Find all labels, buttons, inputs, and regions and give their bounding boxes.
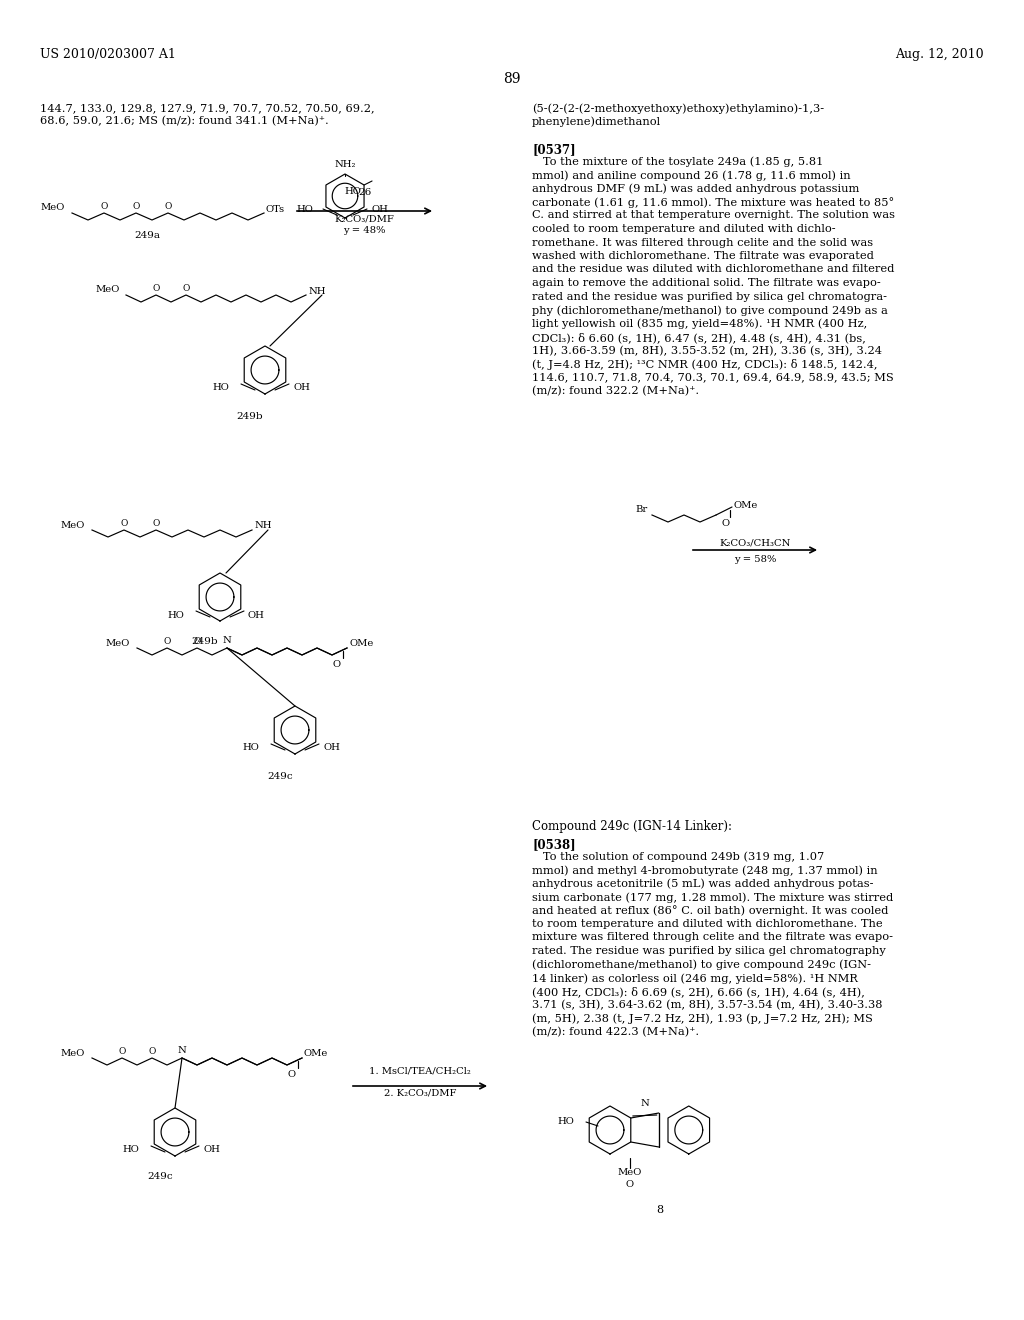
Text: O: O [148, 1047, 156, 1056]
Text: 1. MsCl/TEA/CH₂Cl₂: 1. MsCl/TEA/CH₂Cl₂ [369, 1067, 471, 1076]
Text: and heated at reflux (86° C. oil bath) overnight. It was cooled: and heated at reflux (86° C. oil bath) o… [532, 906, 889, 916]
Text: O: O [153, 284, 160, 293]
Text: 249c: 249c [147, 1172, 173, 1181]
Text: (m, 5H), 2.38 (t, J=7.2 Hz, 2H), 1.93 (p, J=7.2 Hz, 2H); MS: (m, 5H), 2.38 (t, J=7.2 Hz, 2H), 1.93 (p… [532, 1014, 872, 1024]
Text: K₂CO₃/CH₃CN: K₂CO₃/CH₃CN [719, 539, 791, 546]
Text: anhydrous DMF (9 mL) was added anhydrous potassium: anhydrous DMF (9 mL) was added anhydrous… [532, 183, 859, 194]
Text: MeO: MeO [95, 285, 120, 294]
Text: 2. K₂CO₃/DMF: 2. K₂CO₃/DMF [384, 1089, 457, 1098]
Text: MeO: MeO [105, 639, 129, 648]
Text: To the mixture of the tosylate 249a (1.85 g, 5.81: To the mixture of the tosylate 249a (1.8… [532, 157, 823, 168]
Text: 249c: 249c [267, 772, 293, 781]
Text: and the residue was diluted with dichloromethane and filtered: and the residue was diluted with dichlor… [532, 264, 894, 275]
Text: anhydrous acetonitrile (5 mL) was added anhydrous potas-: anhydrous acetonitrile (5 mL) was added … [532, 879, 873, 890]
Text: 249b: 249b [237, 412, 263, 421]
Text: 144.7, 133.0, 129.8, 127.9, 71.9, 70.7, 70.52, 70.50, 69.2,: 144.7, 133.0, 129.8, 127.9, 71.9, 70.7, … [40, 103, 375, 114]
Text: rated. The residue was purified by silica gel chromatography: rated. The residue was purified by silic… [532, 946, 886, 956]
Text: again to remove the additional solid. The filtrate was evapo-: again to remove the additional solid. Th… [532, 279, 881, 288]
Text: to room temperature and diluted with dichloromethane. The: to room temperature and diluted with dic… [532, 919, 883, 929]
Text: K₂CO₃/DMF: K₂CO₃/DMF [335, 214, 394, 223]
Text: 26: 26 [357, 187, 371, 197]
Text: OH: OH [323, 743, 340, 752]
Text: washed with dichloromethane. The filtrate was evaporated: washed with dichloromethane. The filtrat… [532, 251, 873, 261]
Text: MeO: MeO [40, 203, 65, 213]
Text: O: O [120, 519, 128, 528]
Text: carbonate (1.61 g, 11.6 mmol). The mixture was heated to 85°: carbonate (1.61 g, 11.6 mmol). The mixtu… [532, 197, 894, 207]
Text: O: O [163, 638, 171, 645]
Text: cooled to room temperature and diluted with dichlo-: cooled to room temperature and diluted w… [532, 224, 836, 234]
Text: O: O [333, 660, 341, 669]
Text: mixture was filtered through celite and the filtrate was evapo-: mixture was filtered through celite and … [532, 932, 893, 942]
Text: sium carbonate (177 mg, 1.28 mmol). The mixture was stirred: sium carbonate (177 mg, 1.28 mmol). The … [532, 892, 893, 903]
Text: (5-(2-(2-(2-methoxyethoxy)ethoxy)ethylamino)-1,3-: (5-(2-(2-(2-methoxyethoxy)ethoxy)ethylam… [532, 103, 824, 114]
Text: N: N [177, 1045, 186, 1055]
Text: rated and the residue was purified by silica gel chromatogra-: rated and the residue was purified by si… [532, 292, 887, 301]
Text: romethane. It was filtered through celite and the solid was: romethane. It was filtered through celit… [532, 238, 873, 248]
Text: O: O [100, 202, 108, 211]
Text: HO: HO [296, 206, 313, 214]
Text: [0537]: [0537] [532, 143, 575, 156]
Text: CDCl₃): δ 6.60 (s, 1H), 6.47 (s, 2H), 4.48 (s, 4H), 4.31 (bs,: CDCl₃): δ 6.60 (s, 1H), 6.47 (s, 2H), 4.… [532, 333, 866, 343]
Text: y = 58%: y = 58% [734, 554, 776, 564]
Text: Aug. 12, 2010: Aug. 12, 2010 [895, 48, 984, 61]
Text: US 2010/0203007 A1: US 2010/0203007 A1 [40, 48, 176, 61]
Text: Br: Br [635, 506, 647, 515]
Text: 68.6, 59.0, 21.6; MS (m/z): found 341.1 (M+Na)⁺.: 68.6, 59.0, 21.6; MS (m/z): found 341.1 … [40, 116, 329, 127]
Text: MeO: MeO [60, 1048, 84, 1057]
Text: OMe: OMe [349, 639, 374, 648]
Text: 3.71 (s, 3H), 3.64-3.62 (m, 8H), 3.57-3.54 (m, 4H), 3.40-3.38: 3.71 (s, 3H), 3.64-3.62 (m, 8H), 3.57-3.… [532, 1001, 883, 1010]
Text: OTs: OTs [266, 205, 285, 214]
Text: OH: OH [248, 610, 265, 619]
Text: mmol) and methyl 4-bromobutyrate (248 mg, 1.37 mmol) in: mmol) and methyl 4-bromobutyrate (248 mg… [532, 865, 878, 875]
Text: HO: HO [212, 384, 229, 392]
Text: OH: OH [203, 1146, 220, 1155]
Text: HO: HO [122, 1146, 139, 1155]
Text: 249a: 249a [134, 231, 160, 240]
Text: 89: 89 [503, 73, 521, 86]
Text: mmol) and aniline compound 26 (1.78 g, 11.6 mmol) in: mmol) and aniline compound 26 (1.78 g, 1… [532, 170, 851, 181]
Text: O: O [182, 284, 189, 293]
Text: (t, J=4.8 Hz, 2H); ¹³C NMR (400 Hz, CDCl₃): δ 148.5, 142.4,: (t, J=4.8 Hz, 2H); ¹³C NMR (400 Hz, CDCl… [532, 359, 878, 370]
Text: Compound 249c (IGN-14 Linker):: Compound 249c (IGN-14 Linker): [532, 820, 732, 833]
Text: O: O [132, 202, 139, 211]
Text: phenylene)dimethanol: phenylene)dimethanol [532, 116, 662, 127]
Text: light yellowish oil (835 mg, yield=48%). ¹H NMR (400 Hz,: light yellowish oil (835 mg, yield=48%).… [532, 318, 867, 329]
Text: HO: HO [242, 743, 259, 752]
Text: NH: NH [254, 521, 271, 531]
Text: OH: OH [293, 384, 310, 392]
Text: (400 Hz, CDCl₃): δ 6.69 (s, 2H), 6.66 (s, 1H), 4.64 (s, 4H),: (400 Hz, CDCl₃): δ 6.69 (s, 2H), 6.66 (s… [532, 986, 865, 998]
Text: [0538]: [0538] [532, 838, 575, 851]
Text: O: O [164, 202, 172, 211]
Text: To the solution of compound 249b (319 mg, 1.07: To the solution of compound 249b (319 mg… [532, 851, 824, 862]
Text: O: O [288, 1071, 296, 1078]
Text: NH₂: NH₂ [334, 160, 355, 169]
Text: 8: 8 [656, 1205, 664, 1214]
Text: OMe: OMe [304, 1049, 329, 1059]
Text: phy (dichloromethane/methanol) to give compound 249b as a: phy (dichloromethane/methanol) to give c… [532, 305, 888, 315]
Text: y = 48%: y = 48% [343, 226, 386, 235]
Text: (dichloromethane/methanol) to give compound 249c (IGN-: (dichloromethane/methanol) to give compo… [532, 960, 871, 970]
Text: N: N [640, 1098, 649, 1107]
Text: N: N [222, 636, 231, 645]
Text: MeO: MeO [60, 520, 84, 529]
Text: O: O [153, 519, 160, 528]
Text: OH: OH [371, 206, 388, 214]
Text: C. and stirred at that temperature overnight. The solution was: C. and stirred at that temperature overn… [532, 210, 895, 220]
Text: O: O [722, 519, 730, 528]
Text: (m/z): found 422.3 (M+Na)⁺.: (m/z): found 422.3 (M+Na)⁺. [532, 1027, 699, 1038]
Text: (m/z): found 322.2 (M+Na)⁺.: (m/z): found 322.2 (M+Na)⁺. [532, 385, 699, 396]
Text: 14 linker) as colorless oil (246 mg, yield=58%). ¹H NMR: 14 linker) as colorless oil (246 mg, yie… [532, 973, 858, 983]
Text: O: O [194, 638, 201, 645]
Text: O: O [119, 1047, 126, 1056]
Text: HO: HO [344, 187, 361, 195]
Text: O: O [626, 1180, 634, 1189]
Text: 249b: 249b [191, 638, 218, 645]
Text: HO: HO [167, 610, 184, 619]
Text: OMe: OMe [734, 500, 759, 510]
Text: HO: HO [557, 1118, 574, 1126]
Text: 114.6, 110.7, 71.8, 70.4, 70.3, 70.1, 69.4, 64.9, 58.9, 43.5; MS: 114.6, 110.7, 71.8, 70.4, 70.3, 70.1, 69… [532, 372, 894, 383]
Text: NH: NH [308, 286, 326, 296]
Text: MeO: MeO [617, 1168, 642, 1177]
Text: 1H), 3.66-3.59 (m, 8H), 3.55-3.52 (m, 2H), 3.36 (s, 3H), 3.24: 1H), 3.66-3.59 (m, 8H), 3.55-3.52 (m, 2H… [532, 346, 882, 356]
